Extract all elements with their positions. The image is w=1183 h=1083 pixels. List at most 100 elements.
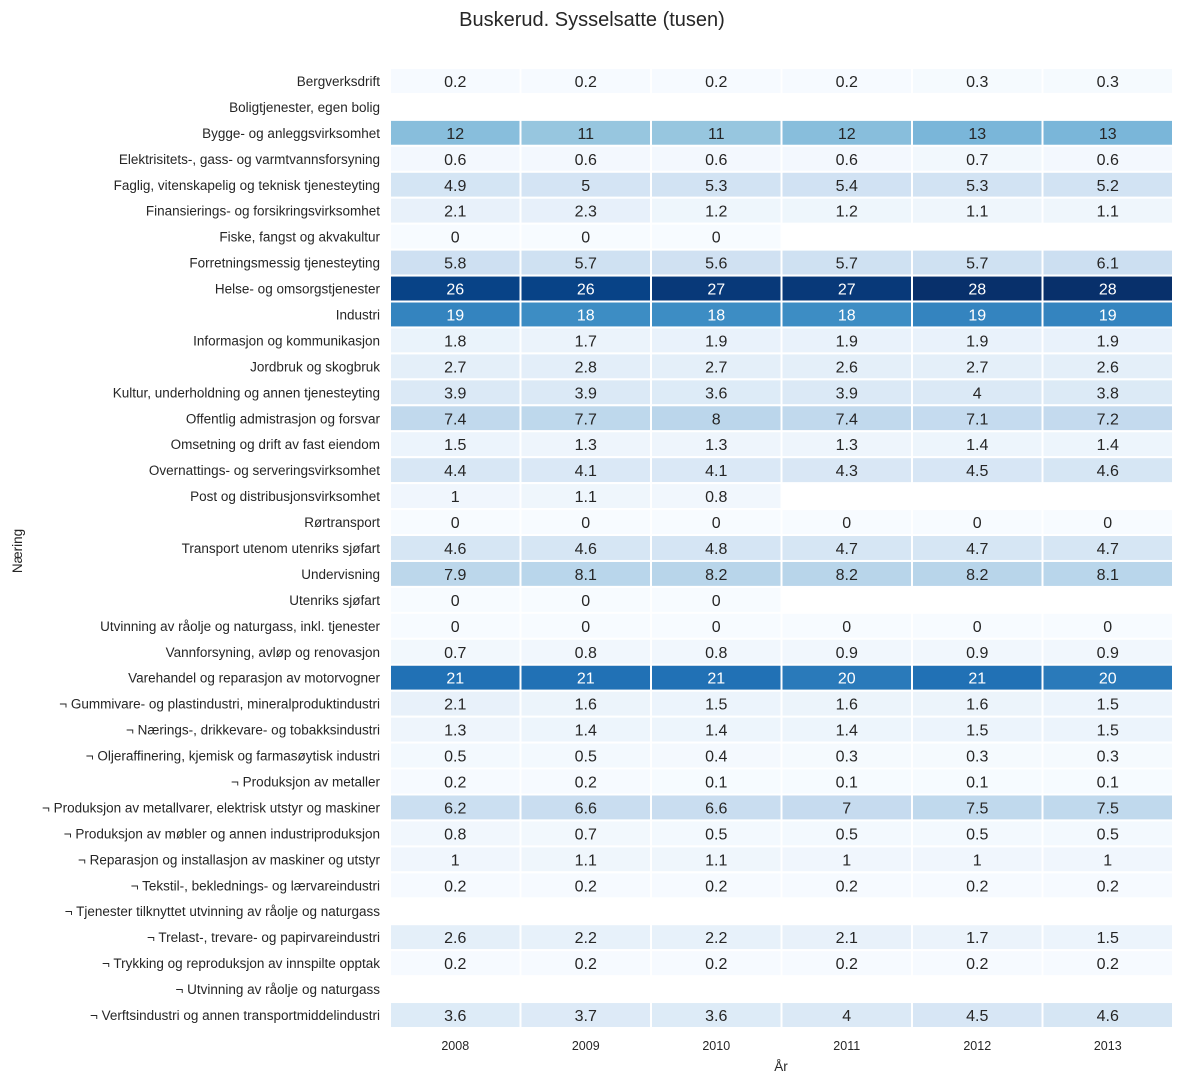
heatmap-cell	[1041, 118, 1174, 147]
cell-value-label: 0.2	[444, 74, 466, 91]
cell-value-label: 1.8	[444, 333, 466, 350]
cell-value-label: 0.2	[966, 956, 988, 973]
cell-value-label: 4.3	[836, 463, 858, 480]
heatmap-cell	[519, 170, 652, 199]
heatmap-cell	[1041, 456, 1174, 485]
cell-value-label: 1.1	[966, 204, 988, 221]
cell-value-label: 5.4	[836, 178, 858, 195]
x-tick-label-2012: 2012	[963, 1039, 991, 1053]
heatmap-cell	[650, 845, 783, 874]
cell-value-label: 20	[1099, 671, 1117, 688]
heatmap-cell	[911, 144, 1044, 173]
row-label-industri: Industri	[336, 307, 380, 322]
cell-value-label: 0.6	[444, 152, 466, 169]
heatmap-cell	[780, 923, 913, 952]
row-label-elektrisitets-gass-og-varmtvannsforsyning: Elektrisitets-, gass- og varmtvannsforsy…	[119, 152, 380, 167]
cell-value-label: 0.1	[836, 775, 858, 792]
heatmap-cell	[780, 378, 913, 407]
row-label-vannforsyning-avløp-og-renovasjon: Vannforsyning, avløp og renovasjon	[166, 645, 380, 660]
cell-value-label: 0	[581, 593, 590, 610]
heatmap-cell	[519, 352, 652, 381]
heatmap-cell	[780, 118, 913, 147]
cell-value-label: 0	[842, 619, 851, 636]
cell-value-label: 18	[838, 307, 856, 324]
heatmap-cell	[1041, 871, 1174, 900]
heatmap-cell	[911, 663, 1044, 692]
cell-value-label: 8.1	[1097, 567, 1119, 584]
heatmap-cell	[1041, 378, 1174, 407]
x-tick-label-2013: 2013	[1094, 1039, 1122, 1053]
heatmap-cell	[1041, 949, 1174, 978]
cell-value-label: 0.3	[1097, 74, 1119, 91]
cell-value-label: 3.6	[444, 1008, 466, 1025]
cell-value-label: 21	[707, 671, 725, 688]
row-label-utenriks-sjøfart: Utenriks sjøfart	[289, 593, 380, 608]
cell-value-label: 0	[712, 593, 721, 610]
heatmap-cell	[650, 196, 783, 225]
cell-value-label: 1.6	[836, 697, 858, 714]
row-label-undervisning: Undervisning	[301, 567, 380, 582]
row-label-reparasjon-og-installasjon-av-maskiner-og-utstyr: ¬ Reparasjon og installasjon av maskiner…	[78, 852, 381, 867]
cell-value-label: 7.7	[575, 411, 597, 428]
heatmap-cell	[911, 404, 1044, 433]
cell-value-label: 0	[973, 515, 982, 532]
row-label-boligtjenester-egen-bolig: Boligtjenester, egen bolig	[229, 100, 380, 115]
cell-value-label: 6.1	[1097, 256, 1119, 273]
cell-value-label: 0.2	[444, 956, 466, 973]
cell-value-label: 1.4	[836, 723, 858, 740]
row-label-post-og-distribusjonsvirksomhet: Post og distribusjonsvirksomhet	[190, 489, 380, 504]
heatmap-cell	[389, 482, 522, 511]
heatmap-cell	[911, 378, 1044, 407]
cell-value-label: 0	[451, 619, 460, 636]
cell-value-label: 0.6	[1097, 152, 1119, 169]
cell-value-label: 1.3	[705, 437, 727, 454]
heatmap-cell	[519, 741, 652, 770]
cell-value-label: 6.6	[575, 800, 597, 817]
heatmap-cell	[1041, 663, 1174, 692]
row-label-finansierings-og-forsikringsvirksomhet: Finansierings- og forsikringsvirksomhet	[146, 204, 380, 219]
chart-title: Buskerud. Sysselsatte (tusen)	[459, 9, 725, 31]
cell-value-label: 1.4	[1097, 437, 1119, 454]
cell-value-label: 0	[581, 230, 590, 247]
row-label-trelast-trevare-og-papirvareindustri: ¬ Trelast-, trevare- og papirvareindustr…	[147, 930, 380, 945]
row-label-utvinning-av-råolje-og-naturgass-inkl-tjenester: Utvinning av råolje og naturgass, inkl. …	[100, 619, 380, 634]
cell-value-label: 4.6	[575, 541, 597, 558]
cell-value-label: 1.4	[966, 437, 988, 454]
cell-value-label: 4.8	[705, 541, 727, 558]
heatmap-cell	[519, 1001, 652, 1030]
cell-value-label: 0.2	[575, 878, 597, 895]
heatmap-cell	[780, 456, 913, 485]
heatmap-cell	[911, 949, 1044, 978]
cell-value-label: 7.4	[836, 411, 858, 428]
cell-value-label: 12	[838, 126, 856, 143]
cell-value-label: 1.9	[1097, 333, 1119, 350]
row-label-oljeraffinering-kjemisk-og-farmasøytisk-industri: ¬ Oljeraffinering, kjemisk og farmasøyti…	[86, 749, 380, 764]
heatmap-cell	[650, 534, 783, 562]
cell-value-label: 4	[973, 385, 982, 402]
heatmap-cell	[911, 67, 1044, 95]
cell-value-label: 1	[973, 852, 982, 869]
row-label-jordbruk-og-skogbruk: Jordbruk og skogbruk	[250, 359, 380, 374]
row-label-produksjon-av-metaller: ¬ Produksjon av metaller	[231, 775, 380, 790]
cell-value-label: 0	[1103, 515, 1112, 532]
cell-value-label: 0	[712, 230, 721, 247]
cell-value-label: 26	[446, 282, 464, 299]
cell-value-label: 1.3	[575, 437, 597, 454]
row-label-nærings-drikkevare-og-tobakksindustri: ¬ Nærings-, drikkevare- og tobakksindust…	[126, 723, 380, 738]
row-label-gummivare-og-plastindustri-mineralproduktindustri: ¬ Gummivare- og plastindustri, mineralpr…	[59, 697, 380, 712]
cell-value-label: 1.3	[444, 723, 466, 740]
heatmap-cell	[389, 170, 522, 199]
cell-value-label: 0.5	[444, 749, 466, 766]
cell-value-label: 1.2	[705, 204, 727, 221]
heatmap-cell	[389, 534, 522, 562]
cell-value-label: 1.9	[836, 333, 858, 350]
cell-value-label: 2.6	[1097, 359, 1119, 376]
cell-value-label: 4.4	[444, 463, 466, 480]
heatmap-cell	[780, 663, 913, 692]
cell-value-label: 7.5	[1097, 800, 1119, 817]
row-label-transport-utenom-utenriks-sjøfart: Transport utenom utenriks sjøfart	[182, 541, 381, 556]
cell-value-label: 0.1	[1097, 775, 1119, 792]
cell-value-label: 7.4	[444, 411, 466, 428]
row-label-helse-og-omsorgstjenester: Helse- og omsorgstjenester	[215, 282, 381, 297]
row-label-produksjon-av-metallvarer-elektrisk-utstyr-og-maskiner: ¬ Produksjon av metallvarer, elektrisk u…	[42, 800, 381, 815]
